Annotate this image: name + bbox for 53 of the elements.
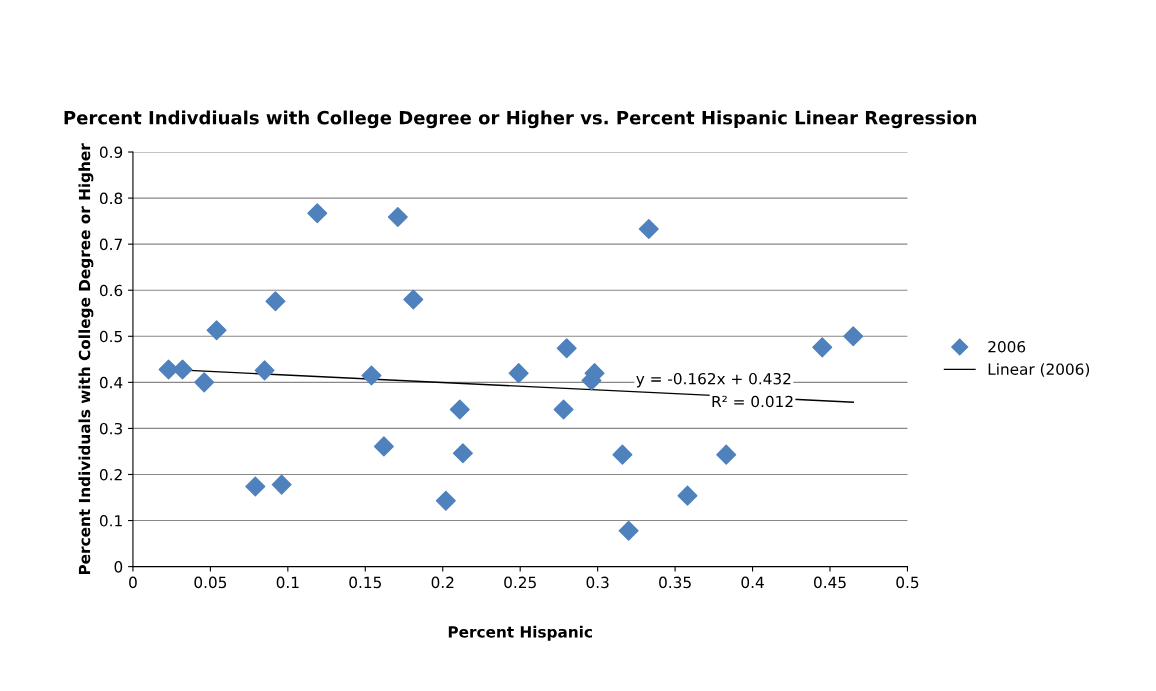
- x-tick-label: 0.25: [504, 576, 536, 589]
- x-tick-label: 0.4: [741, 576, 764, 589]
- x-tick-label: 0: [129, 576, 137, 589]
- point: [618, 520, 639, 541]
- x-tick-label: 0.05: [194, 576, 227, 589]
- point: [307, 203, 328, 224]
- point: [452, 443, 473, 464]
- x-tick-label: 0.35: [659, 576, 691, 589]
- point: [373, 436, 394, 457]
- point: [403, 289, 424, 310]
- point: [612, 444, 633, 465]
- point: [271, 474, 292, 495]
- x-tick-label: 0.15: [349, 576, 381, 589]
- point: [194, 372, 215, 393]
- point: [812, 337, 833, 358]
- point: [206, 320, 227, 341]
- point: [553, 399, 574, 420]
- point: [254, 360, 275, 381]
- chart-title: Percent Indivdiuals with College Degree or Higher vs. Percent Hispanic Linear Regression: [64, 110, 977, 129]
- annotation: R² = 0.012: [712, 395, 793, 408]
- x-tick-label: 0.45: [814, 576, 846, 589]
- y-axis-title: Percent Individuals with College Degree or Higher: [78, 143, 94, 575]
- y-tick-label: 0.4: [99, 376, 123, 389]
- point: [449, 399, 470, 420]
- legend-label: Linear (2006): [988, 363, 1090, 377]
- y-tick-label: 0.8: [99, 192, 123, 205]
- point: [361, 365, 382, 386]
- point: [677, 485, 698, 506]
- y-tick-label: 0.1: [99, 515, 122, 527]
- point: [638, 218, 659, 239]
- point: [843, 326, 864, 347]
- point: [716, 444, 737, 465]
- y-tick-label: 0.3: [99, 422, 122, 435]
- x-tick-label: 0.2: [431, 576, 454, 589]
- x-tick-label: 0.5: [896, 576, 919, 589]
- y-tick-label: 0.6: [99, 284, 123, 297]
- point: [265, 291, 286, 312]
- x-tick-label: 0.3: [586, 576, 609, 589]
- point: [245, 476, 266, 497]
- y-tick-label: 0.2: [99, 468, 122, 481]
- x-tick-label: 0.1: [276, 576, 299, 589]
- point: [387, 206, 408, 227]
- y-tick-label: 0: [114, 561, 123, 573]
- annotation: y = -0.162x + 0.432: [636, 372, 791, 388]
- y-tick-label: 0.5: [99, 330, 122, 343]
- y-tick-label: 0.7: [99, 238, 122, 251]
- point: [172, 359, 193, 380]
- legend-label: 2006: [988, 340, 1026, 353]
- point: [508, 363, 529, 384]
- x-axis-title: Percent Hispanic: [448, 625, 592, 641]
- point: [556, 338, 577, 359]
- point: [435, 490, 456, 511]
- y-tick-label: 0.9: [99, 146, 123, 159]
